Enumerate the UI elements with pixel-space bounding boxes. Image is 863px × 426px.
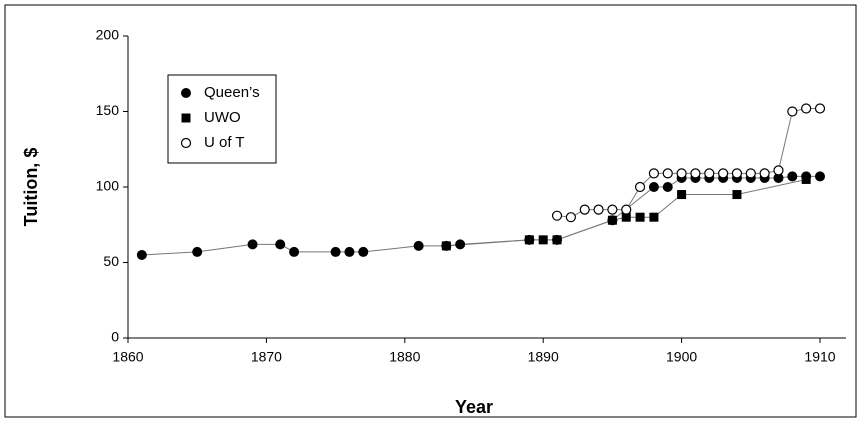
legend-label: Queen’s bbox=[204, 84, 260, 101]
y-tick-label: 0 bbox=[111, 329, 119, 345]
marker bbox=[538, 235, 548, 245]
marker bbox=[579, 204, 590, 215]
legend-marker bbox=[181, 113, 191, 123]
marker bbox=[731, 168, 743, 179]
marker bbox=[413, 240, 424, 251]
marker bbox=[524, 235, 534, 245]
y-tick-label: 100 bbox=[96, 178, 120, 194]
legend-marker bbox=[181, 88, 191, 98]
marker bbox=[358, 246, 369, 257]
marker bbox=[593, 204, 604, 215]
y-tick-label: 200 bbox=[96, 27, 120, 43]
x-tick-label: 1870 bbox=[251, 349, 282, 365]
marker bbox=[787, 171, 798, 182]
marker bbox=[759, 168, 770, 179]
marker bbox=[787, 106, 798, 117]
x-tick-label: 1890 bbox=[528, 349, 559, 365]
marker bbox=[814, 103, 826, 114]
marker bbox=[690, 168, 701, 179]
marker bbox=[648, 168, 660, 179]
legend-label: U of T bbox=[204, 134, 245, 151]
marker bbox=[247, 239, 258, 250]
marker bbox=[649, 212, 659, 222]
marker bbox=[773, 172, 784, 183]
marker bbox=[662, 168, 673, 179]
y-tick-label: 50 bbox=[103, 253, 119, 269]
marker bbox=[455, 239, 466, 250]
marker bbox=[773, 165, 784, 176]
marker bbox=[718, 168, 729, 179]
marker bbox=[136, 249, 147, 260]
marker bbox=[732, 190, 742, 200]
x-axis-title: Year bbox=[455, 397, 493, 417]
marker bbox=[607, 215, 617, 225]
marker bbox=[676, 168, 687, 179]
marker bbox=[815, 171, 825, 182]
marker bbox=[801, 103, 812, 114]
marker bbox=[704, 168, 715, 179]
marker bbox=[551, 210, 563, 221]
marker bbox=[635, 212, 645, 222]
x-tick-label: 1900 bbox=[666, 349, 697, 365]
marker bbox=[634, 181, 646, 193]
marker bbox=[192, 246, 203, 257]
marker bbox=[607, 204, 618, 215]
marker bbox=[621, 212, 631, 222]
marker bbox=[441, 241, 451, 251]
marker bbox=[621, 204, 632, 215]
series-line bbox=[556, 107, 820, 218]
marker bbox=[289, 246, 300, 257]
y-axis-title: Tuition, $ bbox=[21, 148, 41, 227]
legend-label: UWO bbox=[204, 109, 241, 126]
marker bbox=[745, 168, 756, 179]
x-tick-label: 1860 bbox=[112, 349, 143, 365]
x-tick-label: 1880 bbox=[389, 349, 420, 365]
y-tick-label: 150 bbox=[96, 102, 120, 118]
marker bbox=[677, 190, 687, 200]
marker bbox=[565, 212, 576, 223]
marker bbox=[330, 246, 341, 257]
marker bbox=[648, 182, 659, 192]
x-tick-label: 1910 bbox=[804, 349, 835, 365]
legend-marker bbox=[180, 137, 192, 149]
marker bbox=[662, 182, 673, 192]
marker bbox=[275, 239, 286, 250]
chart-frame bbox=[4, 4, 857, 418]
marker bbox=[552, 235, 562, 245]
marker bbox=[801, 174, 811, 184]
marker bbox=[344, 246, 355, 257]
